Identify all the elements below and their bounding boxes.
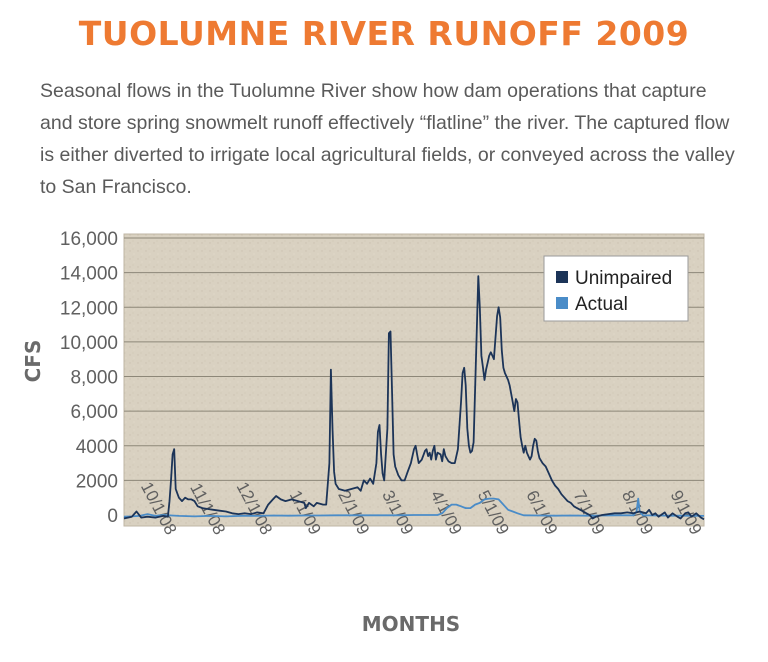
y-axis-ticks: 0 2000 4000 6,000 8,000 10,000 12,000 14,000 16,…: [60, 229, 118, 527]
y-tick-label: 6,000: [70, 402, 118, 423]
chart-description: Seasonal flows in the Tuolumne River sho…: [40, 80, 735, 198]
chart-title: TUOLUMNE RIVER RUNOFF 2009: [78, 14, 690, 53]
y-tick-label: 14,000: [60, 264, 118, 285]
legend-box: [543, 255, 689, 322]
y-tick-label: 2000: [76, 471, 118, 492]
y-tick-label: 4000: [76, 437, 118, 458]
series-line-unimpaired: [123, 275, 705, 521]
legend-label-unimpaired: Unimpaired: [575, 268, 672, 289]
series-line-actual: [123, 497, 705, 518]
x-axis-label: MONTHS: [362, 612, 460, 636]
legend-swatch-unimpaired: [556, 271, 568, 283]
y-tick-label: 8,000: [70, 368, 118, 389]
y-axis-label: CFS: [21, 340, 45, 383]
legend-label-actual: Actual: [575, 294, 628, 315]
legend: Unimpaired Actual: [543, 255, 689, 322]
y-tick-label: 0: [107, 506, 118, 527]
y-tick-label: 16,000: [60, 229, 118, 250]
y-tick-label: 12,000: [60, 298, 118, 319]
gridlines: [124, 237, 704, 481]
y-tick-label: 10,000: [60, 333, 118, 354]
legend-swatch-actual: [556, 297, 568, 309]
